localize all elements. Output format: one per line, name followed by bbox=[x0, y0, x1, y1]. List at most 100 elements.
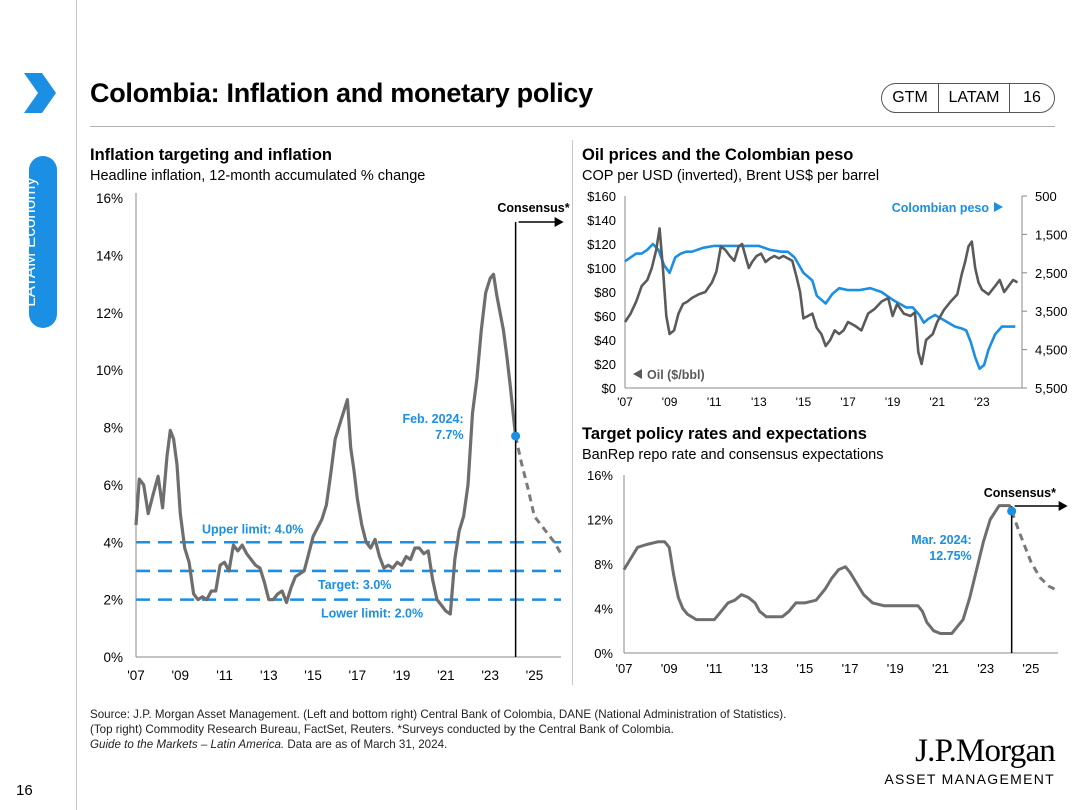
y-right-tick-label: 2,500 bbox=[1035, 266, 1068, 281]
page-title: Colombia: Inflation and monetary policy bbox=[90, 78, 593, 108]
y-tick-label: 0% bbox=[594, 646, 613, 661]
x-tick-label: '09 bbox=[171, 668, 189, 683]
repo-rate-line bbox=[622, 504, 1014, 635]
y-tick-label: 2% bbox=[103, 593, 123, 608]
peso-line bbox=[624, 242, 1016, 371]
y-tick-label: 4% bbox=[594, 602, 613, 617]
source-guide-title: Guide to the Markets – Latin America. bbox=[90, 738, 285, 751]
x-tick-label: '17 bbox=[842, 661, 859, 676]
left-margin-rule bbox=[76, 0, 77, 810]
source-date: Data are as of March 31, 2024. bbox=[284, 738, 448, 751]
latest-point-value: 7.7% bbox=[435, 428, 464, 442]
source-line: (Top right) Commodity Research Bureau, F… bbox=[90, 723, 674, 736]
y-right-tick-label: 5,500 bbox=[1035, 381, 1068, 396]
jpmorgan-logo: J.P.Morgan bbox=[915, 733, 1056, 769]
y-left-tick-label: $0 bbox=[602, 381, 616, 396]
reference-line-label: Lower limit: 2.0% bbox=[321, 607, 423, 621]
page-number: 16 bbox=[16, 782, 33, 799]
x-tick-label: '11 bbox=[216, 668, 233, 683]
y-right-tick-label: 4,500 bbox=[1035, 343, 1068, 358]
repo-consensus-line bbox=[1010, 510, 1059, 593]
inflation-consensus-line bbox=[514, 435, 563, 555]
x-tick-label: '17 bbox=[349, 668, 367, 683]
x-tick-label: '23 bbox=[977, 661, 994, 676]
y-tick-label: 8% bbox=[103, 421, 123, 436]
x-tick-label: '07 bbox=[617, 395, 633, 409]
x-tick-label: '19 bbox=[887, 661, 904, 676]
source-note: Source: J.P. Morgan Asset Management. (L… bbox=[90, 707, 786, 752]
x-tick-label: '17 bbox=[840, 395, 856, 409]
x-tick-label: '25 bbox=[1022, 661, 1039, 676]
chevron-right-icon[interactable] bbox=[22, 71, 56, 115]
consensus-label: Consensus* bbox=[984, 486, 1056, 500]
oil-line bbox=[623, 227, 1019, 366]
x-tick-label: '19 bbox=[885, 395, 901, 409]
consensus-arrow-icon bbox=[518, 217, 564, 227]
x-tick-label: '09 bbox=[662, 395, 678, 409]
x-tick-label: '23 bbox=[481, 668, 499, 683]
y-tick-label: 12% bbox=[587, 513, 613, 528]
consensus-label: Consensus* bbox=[497, 201, 569, 215]
consensus-arrow-head bbox=[1058, 501, 1068, 511]
y-tick-label: 4% bbox=[103, 535, 123, 550]
x-tick-label: '25 bbox=[526, 668, 544, 683]
panel-divider bbox=[572, 140, 573, 685]
y-tick-label: 8% bbox=[594, 557, 613, 572]
triangle-right-icon bbox=[994, 202, 1003, 212]
page-badge: GTM LATAM 16 bbox=[881, 83, 1055, 113]
consensus-arrow-icon bbox=[1014, 501, 1068, 511]
chart-title: Oil prices and the Colombian peso bbox=[582, 146, 853, 164]
y-tick-label: 16% bbox=[587, 468, 613, 483]
source-line: Guide to the Markets – Latin America. Da… bbox=[90, 737, 786, 752]
y-right-tick-label: 3,500 bbox=[1035, 304, 1068, 319]
y-tick-label: 0% bbox=[103, 650, 123, 665]
y-left-tick-label: $120 bbox=[587, 237, 616, 252]
badge-gtm: GTM bbox=[882, 84, 939, 112]
triangle-left-icon bbox=[633, 369, 642, 379]
badge-page-number: 16 bbox=[1023, 89, 1041, 106]
latest-point-label: Mar. 2024: bbox=[911, 533, 971, 547]
legend-oil: Oil ($/bbl) bbox=[647, 368, 705, 382]
chart-title: Target policy rates and expectations bbox=[582, 425, 867, 443]
chart-policy-rate: Target policy rates and expectations Ban… bbox=[582, 425, 1068, 676]
chart-title: Inflation targeting and inflation bbox=[90, 146, 332, 164]
chart-subtitle: BanRep repo rate and consensus expectati… bbox=[582, 447, 883, 463]
chart-oil-peso: Oil prices and the Colombian peso COP pe… bbox=[582, 146, 1068, 409]
badge-latam: LATAM bbox=[939, 84, 1010, 112]
latest-point-label: Feb. 2024: bbox=[402, 412, 463, 426]
x-tick-label: '07 bbox=[127, 668, 145, 683]
section-tab[interactable] bbox=[29, 156, 57, 328]
chart-subtitle: COP per USD (inverted), Brent US$ per ba… bbox=[582, 168, 879, 184]
x-tick-label: '21 bbox=[932, 661, 949, 676]
chart-inflation: Inflation targeting and inflation Headli… bbox=[90, 146, 570, 683]
reference-line-label: Upper limit: 4.0% bbox=[202, 522, 303, 536]
latest-point-marker bbox=[1007, 506, 1017, 516]
chart-subtitle: Headline inflation, 12-month accumulated… bbox=[90, 168, 425, 184]
x-tick-label: '15 bbox=[796, 395, 812, 409]
reference-line-label: Target: 3.0% bbox=[318, 578, 391, 592]
y-left-tick-label: $160 bbox=[587, 189, 616, 204]
y-left-tick-label: $40 bbox=[594, 333, 616, 348]
y-left-tick-label: $100 bbox=[587, 261, 616, 276]
title-rule bbox=[90, 126, 1055, 127]
y-left-tick-label: $80 bbox=[594, 285, 616, 300]
y-right-tick-label: 500 bbox=[1035, 189, 1057, 204]
y-left-tick-label: $60 bbox=[594, 309, 616, 324]
y-tick-label: 12% bbox=[96, 306, 123, 321]
x-tick-label: '11 bbox=[706, 661, 722, 676]
y-tick-label: 10% bbox=[96, 363, 123, 378]
source-line: Source: J.P. Morgan Asset Management. (L… bbox=[90, 708, 787, 721]
x-tick-label: '07 bbox=[616, 661, 633, 676]
legend-peso: Colombian peso bbox=[892, 201, 990, 215]
x-tick-label: '21 bbox=[929, 395, 945, 409]
asset-management-logo: ASSET MANAGEMENT bbox=[884, 771, 1055, 787]
x-tick-label: '13 bbox=[260, 668, 278, 683]
latest-point-value: 12.75% bbox=[929, 549, 971, 563]
consensus-arrow-head bbox=[554, 217, 564, 227]
latest-point-marker bbox=[511, 431, 521, 441]
y-left-tick-label: $140 bbox=[587, 213, 616, 228]
x-tick-label: '13 bbox=[751, 395, 767, 409]
y-left-tick-label: $20 bbox=[594, 357, 616, 372]
inflation-line bbox=[134, 272, 518, 616]
x-tick-label: '15 bbox=[304, 668, 322, 683]
